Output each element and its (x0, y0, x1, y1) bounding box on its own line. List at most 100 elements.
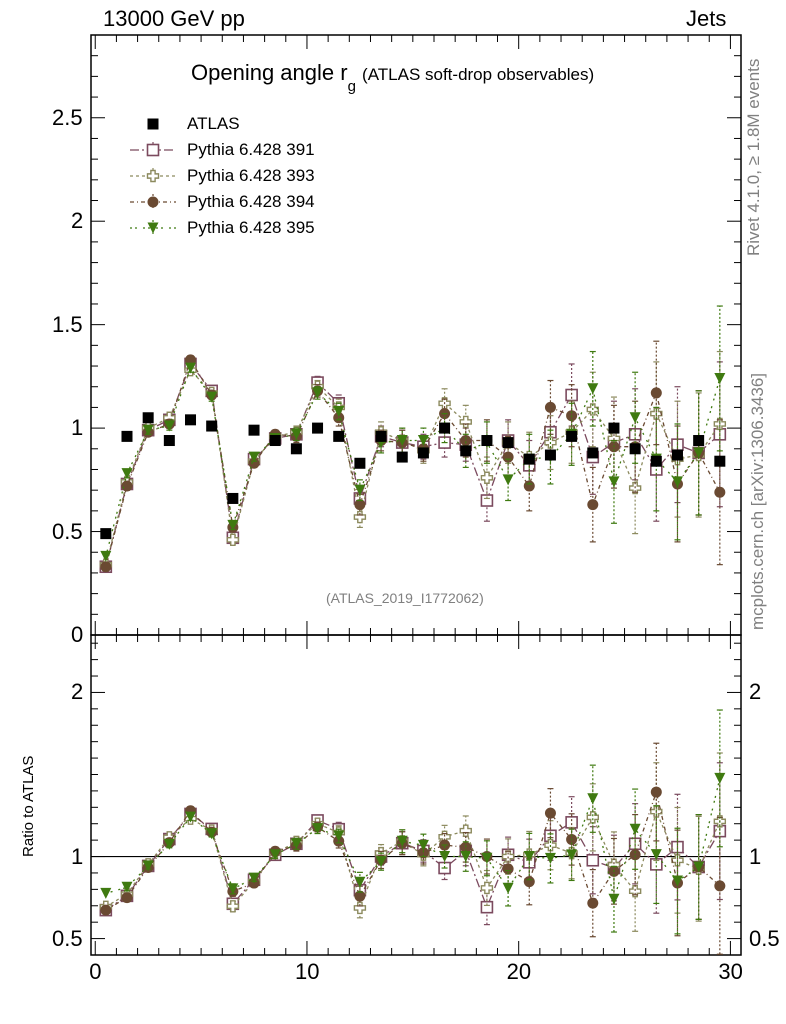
x-tick-label: 30 (718, 959, 743, 984)
ratio-data-point (439, 851, 451, 863)
atlas-data-point (269, 435, 281, 447)
mc-data-point (227, 519, 239, 531)
ratio-data-point (523, 876, 535, 888)
ratio-data-point (269, 849, 281, 861)
mc-data-point (480, 494, 494, 507)
rivet-version-label: Rivet 4.1.0, ≥ 1.8M events (744, 58, 763, 256)
mc-data-point (333, 406, 345, 418)
y-tick-label-main: 0 (71, 622, 84, 647)
mc-data-point (587, 499, 599, 511)
mc-data-point (100, 561, 112, 573)
mc-data-point (502, 474, 514, 486)
ratio-data-point (460, 841, 472, 853)
ratio-data-point (650, 786, 662, 798)
legend (130, 118, 176, 236)
ratio-data-point (312, 823, 324, 835)
atlas-data-point (396, 451, 408, 463)
ratio-data-point (459, 824, 472, 837)
ratio-data-point (185, 811, 197, 823)
ratio-data-point (290, 838, 302, 850)
mc-data-point (333, 412, 345, 424)
atlas-data-point (100, 528, 112, 540)
ratio-data-point (354, 890, 366, 902)
atlas-data-point (502, 437, 514, 449)
ratio-data-point (100, 904, 112, 916)
ratio-data-point (163, 838, 175, 850)
header-right-label: Jets (686, 6, 727, 31)
atlas-data-point (629, 443, 641, 455)
x-tick-label: 10 (294, 959, 320, 984)
atlas-data-point (121, 430, 133, 442)
legend-marker (147, 196, 159, 208)
ratio-data-point (693, 861, 705, 873)
y-tick-label-main: 2 (71, 208, 84, 234)
mc-data-point (417, 435, 429, 447)
atlas-data-point (460, 445, 472, 457)
ratio-data-point (671, 875, 683, 887)
mc-data-point (142, 424, 154, 436)
ratio-data-point (628, 884, 642, 898)
ratio-data-point (714, 772, 726, 784)
ratio-data-point (121, 892, 133, 904)
mc-data-point (100, 550, 112, 562)
mc-data-point (206, 391, 218, 403)
ratio-data-point (226, 900, 240, 913)
legend-label: Pythia 6.428 393 (187, 166, 315, 185)
mc-data-point (354, 499, 366, 511)
atlas-data-point (608, 422, 620, 434)
ratio-data-point (629, 823, 641, 835)
ratio-data-point (566, 849, 578, 861)
series-line-ratio (105, 789, 721, 911)
ratio-data-point (502, 882, 514, 894)
atlas-data-point (375, 430, 387, 442)
ratio-data-point (629, 849, 641, 861)
mc-data-point (459, 415, 472, 429)
mc-data-point (121, 468, 133, 480)
atlas-data-point (354, 457, 366, 469)
ratio-data-point (480, 881, 494, 895)
ratio-data-point (608, 893, 620, 905)
legend-label: ATLAS (187, 114, 240, 133)
atlas-data-point (439, 422, 451, 434)
atlas-data-point (481, 435, 493, 447)
mc-data-point (714, 486, 726, 498)
mc-data-point (354, 484, 366, 496)
mc-data-point (460, 435, 472, 447)
ratio-data-point (248, 872, 260, 884)
mc-data-point (629, 412, 641, 424)
ratio-data-point (523, 851, 535, 863)
atlas-data-point (523, 453, 535, 465)
mc-data-point (608, 476, 620, 488)
ratio-data-point (396, 835, 408, 847)
ratio-data-point (206, 828, 218, 840)
atlas-data-point (566, 430, 578, 442)
chart-title-main: Opening angle r (191, 60, 348, 85)
mc-data-point (480, 471, 494, 484)
series-line-main (105, 362, 721, 567)
atlas-data-point (142, 412, 154, 424)
mc-data-point (650, 387, 662, 399)
series-line-ratio (105, 809, 721, 910)
analysis-id-label: (ATLAS_2019_I1772062) (326, 590, 484, 606)
ratio-data-point (544, 852, 556, 864)
series-line-ratio (105, 813, 721, 911)
atlas-data-point (312, 422, 324, 434)
mc-data-point (671, 476, 683, 488)
y-tick-label-ratio: 0.5 (52, 925, 83, 951)
ratio-data-point (650, 849, 662, 861)
series-line-main (105, 366, 721, 557)
mc-data-point (587, 383, 599, 395)
atlas-data-point (714, 455, 726, 467)
ratio-data-point (502, 863, 514, 875)
mc-data-point (544, 401, 556, 413)
y-tick-label-ratio-right: 0.5 (749, 925, 780, 951)
legend-marker (147, 118, 159, 130)
chart-title: Opening angle rg (ATLAS soft-drop observ… (191, 60, 594, 95)
y-tick-label-main: 1.5 (52, 311, 83, 337)
series-line-ratio (105, 778, 721, 900)
legend-label: Pythia 6.428 395 (187, 218, 315, 237)
axis-ticks (91, 34, 741, 955)
ratio-data-point (121, 881, 133, 893)
mc-data-point (693, 447, 705, 459)
